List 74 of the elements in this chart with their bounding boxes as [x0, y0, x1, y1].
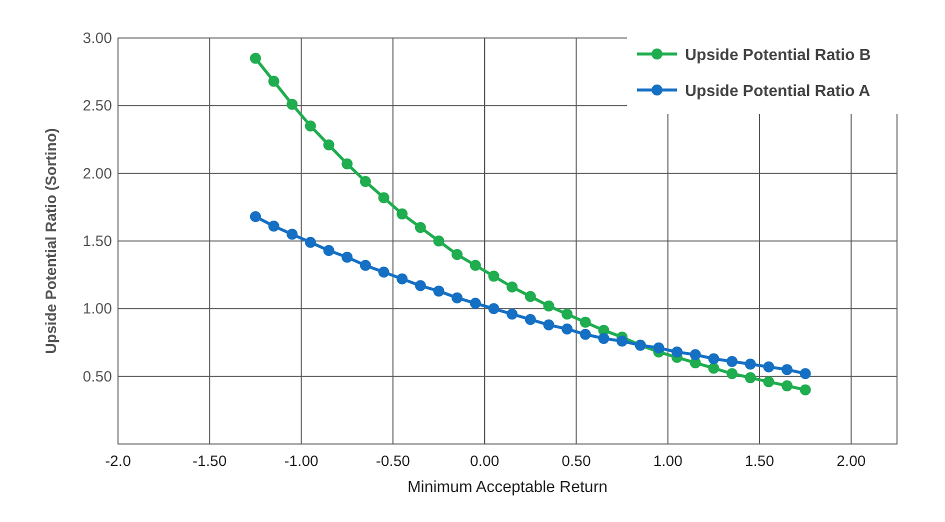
- x-tick-label: -0.50: [376, 453, 410, 470]
- y-tick-label: 2.50: [82, 98, 112, 115]
- point: [524, 314, 536, 325]
- y-tick-label: 1.50: [82, 233, 112, 250]
- point: [672, 346, 683, 358]
- x-tick-label: -2.0: [105, 453, 131, 470]
- point: [653, 342, 664, 354]
- point: [433, 236, 444, 246]
- y-tick-label: 1.00: [82, 300, 112, 318]
- point: [268, 220, 280, 232]
- point: [763, 361, 774, 372]
- y-axis-title: Upside Potential Ratio (Sortino): [43, 128, 60, 354]
- point: [360, 260, 371, 271]
- point: [580, 316, 591, 328]
- point: [543, 300, 554, 312]
- legend-label: Upside Potential Ratio B: [685, 47, 871, 64]
- point: [543, 319, 554, 330]
- point: [506, 282, 518, 293]
- point: [378, 192, 390, 204]
- x-axis-title: Minimum Acceptable Return: [407, 479, 608, 496]
- point: [250, 211, 261, 222]
- point: [452, 292, 463, 304]
- point: [690, 349, 701, 360]
- point: [286, 228, 298, 240]
- x-tick-label: 1.00: [653, 453, 682, 470]
- x-tick-label: 0.00: [470, 453, 500, 470]
- point: [782, 364, 793, 376]
- x-tick-label: -1.00: [284, 453, 318, 470]
- point: [360, 176, 371, 187]
- point: [562, 308, 573, 320]
- point: [470, 260, 481, 271]
- y-tick-label: 2.00: [82, 165, 112, 182]
- point: [800, 384, 811, 396]
- point: [250, 52, 261, 64]
- point: [304, 236, 316, 248]
- point: [323, 139, 334, 150]
- point: [744, 358, 756, 370]
- y-tick-label: 0.50: [82, 368, 112, 386]
- x-tick-label: 0.50: [562, 453, 591, 470]
- point: [580, 328, 591, 340]
- point: [452, 249, 463, 260]
- point: [342, 158, 353, 170]
- point: [488, 270, 500, 282]
- point: [708, 362, 720, 374]
- point: [800, 368, 811, 380]
- point: [562, 323, 573, 334]
- point: [286, 98, 298, 110]
- point: [470, 298, 481, 309]
- point: [708, 353, 720, 364]
- point: [342, 252, 353, 263]
- point: [726, 356, 738, 367]
- point: [396, 273, 408, 284]
- x-tick-label: 1.50: [744, 453, 774, 470]
- point: [524, 290, 536, 302]
- point: [726, 368, 738, 380]
- point: [744, 372, 756, 384]
- point: [304, 120, 316, 132]
- y-tick-label: 3.00: [82, 30, 112, 47]
- point: [506, 308, 518, 320]
- point: [378, 266, 390, 278]
- x-tick-label: -1.50: [192, 453, 227, 470]
- point: [323, 244, 334, 256]
- point: [414, 222, 426, 233]
- point: [616, 336, 628, 347]
- point: [268, 76, 280, 87]
- point: [782, 380, 793, 392]
- point: [488, 303, 500, 314]
- point: [433, 286, 444, 297]
- point: [598, 332, 610, 344]
- point: [763, 376, 774, 388]
- point: [396, 208, 408, 220]
- x-tick-label: 2.00: [836, 453, 866, 470]
- legend-label: Upside Potential Ratio A: [685, 83, 871, 100]
- point: [414, 280, 426, 292]
